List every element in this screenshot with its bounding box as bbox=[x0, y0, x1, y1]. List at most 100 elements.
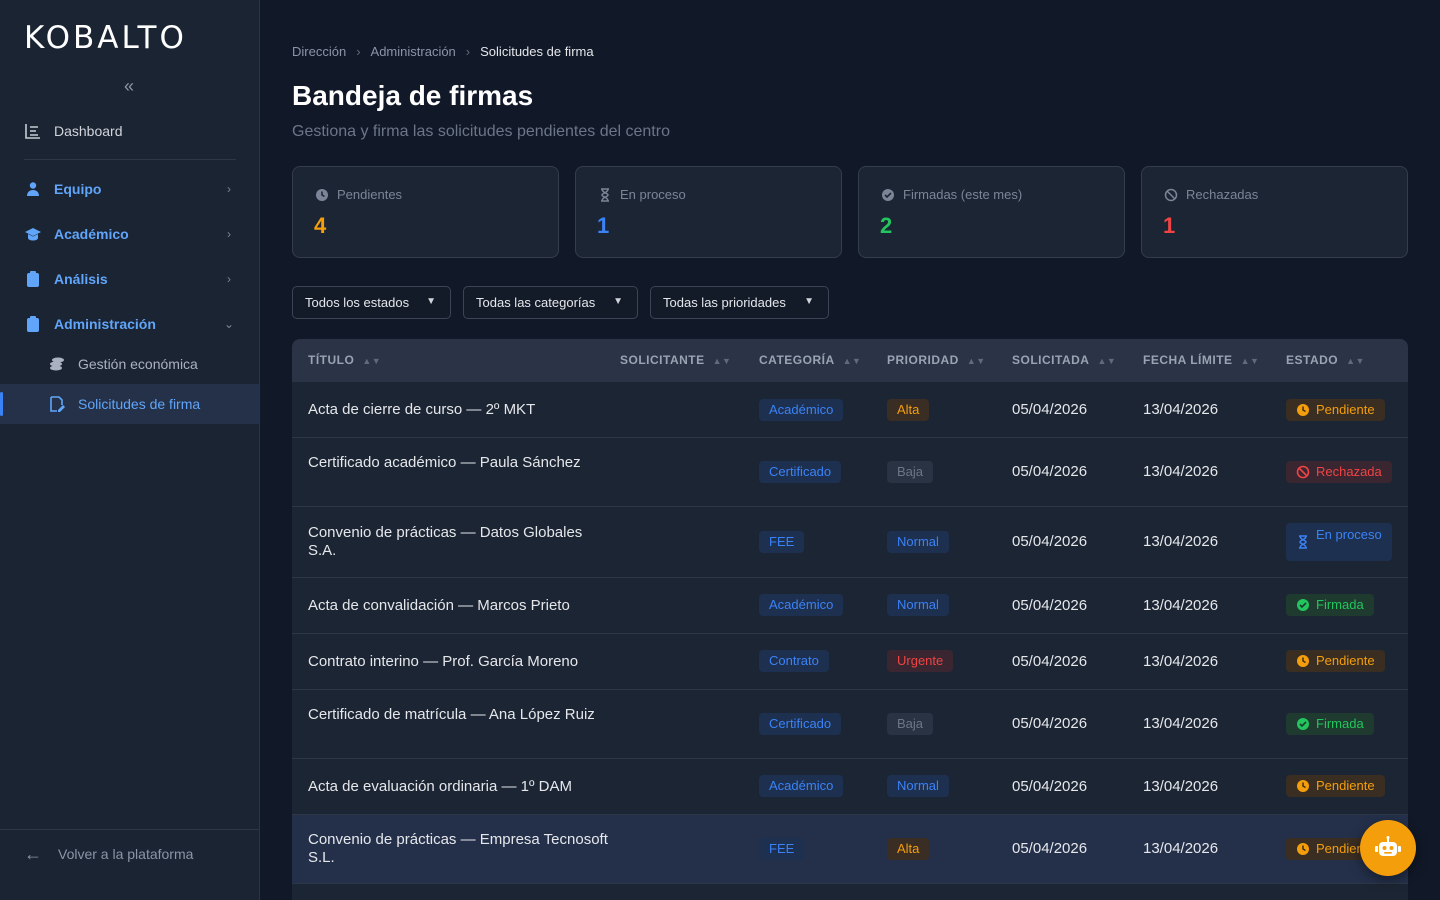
chevron-right-icon: › bbox=[227, 182, 231, 196]
stat-card-firmadas: Firmadas (este mes) 2 bbox=[858, 166, 1125, 258]
filter-label: Todas las categorías bbox=[476, 295, 596, 310]
status-badge: Pendiente bbox=[1286, 399, 1385, 421]
clipboard-icon bbox=[24, 315, 42, 333]
hourglass-icon bbox=[598, 188, 612, 202]
status-badge: Pendiente bbox=[1286, 775, 1385, 797]
chevron-down-icon: ⌄ bbox=[223, 317, 235, 331]
table-row[interactable]: Certificado académico — Paula Sánchez Ce… bbox=[292, 438, 1408, 507]
signature-requests-table: TÍTULO ▲▼ SOLICITANTE ▲▼ CATEGORÍA ▲▼ PRIOR… bbox=[292, 339, 1408, 900]
sidebar-item-academico[interactable]: Académico › bbox=[0, 214, 259, 254]
column-header-solicitada[interactable]: SOLICITADA ▲▼ bbox=[1012, 353, 1117, 367]
priority-badge: Urgente bbox=[887, 650, 954, 672]
collapse-sidebar-icon[interactable]: « bbox=[123, 76, 134, 96]
table-row[interactable]: Acta de convalidación — Marcos Prieto Ac… bbox=[292, 578, 1408, 634]
stat-value: 4 bbox=[314, 213, 327, 238]
requested-date: 05/04/2026 bbox=[1012, 401, 1088, 418]
chevron-down-icon: ▼ bbox=[426, 296, 436, 307]
table-row[interactable]: Contrato interino — Prof. García Moreno … bbox=[292, 634, 1408, 690]
filter-status-select[interactable]: Todos los estados ▼ bbox=[292, 286, 451, 319]
table-row[interactable]: Certificado de matrícula — Ana López Rui… bbox=[292, 690, 1408, 759]
chevron-right-icon: › bbox=[227, 272, 231, 286]
deadline-date: 13/04/2026 bbox=[1143, 715, 1219, 732]
back-to-platform-link[interactable]: ← Volver a la plataforma bbox=[0, 829, 259, 900]
status-badge: Pendiente bbox=[1286, 838, 1385, 860]
arrow-left-icon: ← bbox=[24, 844, 42, 864]
priority-badge: Alta bbox=[887, 838, 930, 860]
category-badge: FEE bbox=[759, 838, 805, 860]
filter-category-select[interactable]: Todas las categorías ▼ bbox=[463, 286, 638, 319]
page-title: Bandeja de firmas bbox=[292, 80, 534, 111]
sidebar-item-analisis[interactable]: Análisis › bbox=[0, 259, 259, 299]
sidebar-item-dashboard[interactable]: Dashboard bbox=[0, 111, 259, 151]
column-header-categoria[interactable]: CATEGORÍA ▲▼ bbox=[759, 353, 862, 367]
category-badge: FEE bbox=[759, 531, 805, 553]
robot-icon bbox=[1375, 836, 1401, 856]
deadline-date: 13/04/2026 bbox=[1143, 401, 1219, 418]
sidebar-item-label: Dashboard bbox=[54, 123, 123, 139]
sidebar-item-administracion[interactable]: Administración ⌄ bbox=[0, 304, 259, 344]
requested-date: 05/04/2026 bbox=[1012, 653, 1088, 670]
chevron-right-icon: › bbox=[465, 44, 471, 59]
requested-date: 05/04/2026 bbox=[1012, 597, 1088, 614]
sort-icon: ▲▼ bbox=[362, 356, 382, 366]
check-circle-icon bbox=[1297, 599, 1309, 611]
requested-date: 05/04/2026 bbox=[1012, 715, 1088, 732]
table-row[interactable]: Convenio de prácticas — Empresa Tecnosof… bbox=[292, 815, 1408, 884]
filter-priority-select[interactable]: Todas las prioridades ▼ bbox=[650, 286, 829, 319]
deadline-date: 13/04/2026 bbox=[1143, 840, 1219, 857]
row-title: Certificado de matrícula — Ana López Rui… bbox=[308, 706, 595, 723]
breadcrumb-item-administracion[interactable]: Administración bbox=[370, 44, 456, 59]
ban-icon bbox=[1296, 465, 1310, 479]
sort-icon: ▲▼ bbox=[1346, 356, 1365, 366]
assistant-bot-button[interactable] bbox=[1360, 820, 1416, 876]
clock-icon bbox=[1297, 404, 1309, 416]
requested-date: 05/04/2026 bbox=[1012, 533, 1088, 550]
sidebar-item-equipo[interactable]: Equipo › bbox=[0, 169, 259, 209]
stat-label: Rechazadas bbox=[1186, 187, 1259, 202]
category-badge: Contrato bbox=[759, 650, 829, 672]
column-header-prioridad[interactable]: PRIORIDAD ▲▼ bbox=[887, 353, 986, 367]
clock-icon bbox=[315, 188, 329, 202]
column-header-titulo[interactable]: TÍTULO ▲▼ bbox=[308, 353, 382, 367]
clock-icon bbox=[1297, 655, 1309, 667]
row-title: Acta de convalidación — Marcos Prieto bbox=[308, 597, 570, 614]
requested-date: 05/04/2026 bbox=[1012, 463, 1088, 480]
stat-card-pendientes: Pendientes 4 bbox=[292, 166, 559, 258]
requested-date: 05/04/2026 bbox=[1012, 778, 1088, 795]
priority-badge: Alta bbox=[887, 399, 930, 421]
app-logo[interactable]: KOBALTO bbox=[24, 20, 187, 56]
sidebar-item-label: Análisis bbox=[54, 271, 108, 287]
row-title: Acta de evaluación ordinaria — 1º DAM bbox=[308, 778, 572, 795]
sort-icon: ▲▼ bbox=[1240, 356, 1260, 366]
chevron-right-icon: › bbox=[227, 227, 231, 241]
breadcrumb-item-direccion[interactable]: Dirección bbox=[292, 44, 347, 59]
signature-icon bbox=[48, 395, 66, 413]
table-row[interactable]: Acta de cierre de curso — 2º MKT Académi… bbox=[292, 382, 1408, 438]
deadline-date: 13/04/2026 bbox=[1143, 597, 1219, 614]
table-header: TÍTULO ▲▼ SOLICITANTE ▲▼ CATEGORÍA ▲▼ PRIOR… bbox=[292, 339, 1408, 382]
column-header-estado[interactable]: ESTADO ▲▼ bbox=[1286, 353, 1365, 367]
clock-icon bbox=[1297, 843, 1309, 855]
column-header-fecha-limite[interactable]: FECHA LÍMITE ▲▼ bbox=[1143, 353, 1260, 367]
clock-icon bbox=[1297, 780, 1309, 792]
sort-icon: ▲▼ bbox=[1097, 356, 1117, 366]
priority-badge: Baja bbox=[887, 461, 934, 483]
sidebar-item-label: Gestión económica bbox=[78, 356, 198, 372]
stat-label: Firmadas (este mes) bbox=[903, 187, 1023, 202]
sidebar-subitem-solicitudes-firma[interactable]: Solicitudes de firma bbox=[0, 384, 259, 424]
sidebar-subitem-gestion-economica[interactable]: Gestión económica bbox=[0, 344, 259, 384]
category-badge: Certificado bbox=[759, 713, 842, 735]
table-row[interactable]: Convenio de prácticas — Datos Globales S… bbox=[292, 507, 1408, 578]
stat-card-en-proceso: En proceso 1 bbox=[575, 166, 842, 258]
user-icon bbox=[24, 180, 42, 198]
stat-value: 1 bbox=[597, 213, 610, 238]
category-badge: Académico bbox=[759, 399, 844, 421]
priority-badge: Baja bbox=[887, 713, 934, 735]
page-subtitle: Gestiona y firma las solicitudes pendien… bbox=[292, 123, 670, 140]
sidebar-item-label: Administración bbox=[54, 316, 156, 332]
sidebar: KOBALTO « Dashboard Equipo › Académico ›… bbox=[0, 0, 260, 900]
table-row[interactable]: Acta de evaluación ordinaria — 1º DAM Ac… bbox=[292, 759, 1408, 815]
coins-icon bbox=[48, 355, 66, 373]
priority-badge: Normal bbox=[887, 531, 949, 553]
column-header-solicitante[interactable]: SOLICITANTE ▲▼ bbox=[620, 353, 732, 367]
